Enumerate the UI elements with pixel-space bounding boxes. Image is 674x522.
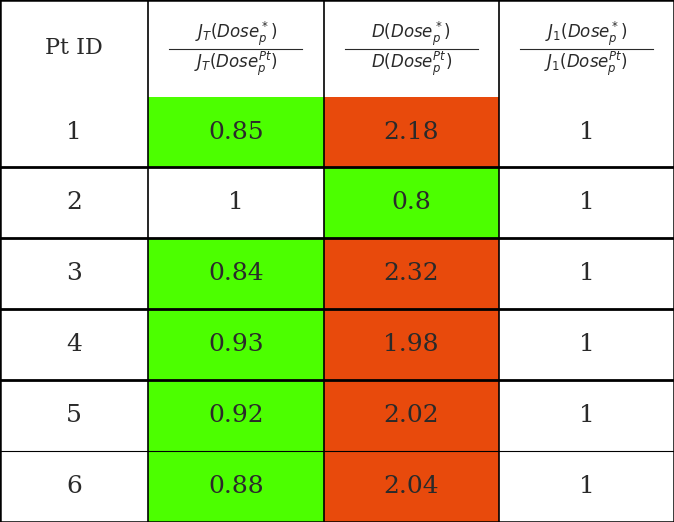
Bar <box>324 451 499 522</box>
Text: $J_T(Dose_p^{Pt})$: $J_T(Dose_p^{Pt})$ <box>194 50 278 78</box>
Bar <box>499 97 674 168</box>
Text: 2.02: 2.02 <box>384 404 439 427</box>
Text: 1: 1 <box>578 475 594 498</box>
Bar <box>0 310 148 380</box>
Text: 2.04: 2.04 <box>384 475 439 498</box>
Text: 1: 1 <box>228 192 244 215</box>
Text: 1: 1 <box>578 404 594 427</box>
Bar <box>499 380 674 451</box>
Text: 2: 2 <box>66 192 82 215</box>
Text: 1: 1 <box>578 192 594 215</box>
Bar <box>0 451 148 522</box>
Text: 1: 1 <box>578 333 594 356</box>
Text: $D(Dose_p^{Pt})$: $D(Dose_p^{Pt})$ <box>371 50 452 78</box>
Text: Pt ID: Pt ID <box>45 37 103 60</box>
Text: $J_1(Dose_p^*)$: $J_1(Dose_p^*)$ <box>545 20 627 49</box>
Bar <box>148 380 324 451</box>
Text: 4: 4 <box>66 333 82 356</box>
Text: $J_1(Dose_p^{Pt})$: $J_1(Dose_p^{Pt})$ <box>545 50 628 78</box>
Bar <box>148 239 324 310</box>
Bar <box>499 310 674 380</box>
Text: 2.32: 2.32 <box>384 263 439 286</box>
Bar <box>148 451 324 522</box>
Text: 0.92: 0.92 <box>208 404 264 427</box>
Bar <box>0 380 148 451</box>
Bar <box>0 97 148 168</box>
Bar <box>324 310 499 380</box>
Text: 0.85: 0.85 <box>208 121 264 144</box>
Text: 0.84: 0.84 <box>208 263 264 286</box>
Text: 0.8: 0.8 <box>392 192 431 215</box>
Text: 2.18: 2.18 <box>384 121 439 144</box>
Text: 6: 6 <box>66 475 82 498</box>
Text: $J_T(Dose_p^*)$: $J_T(Dose_p^*)$ <box>195 20 277 49</box>
Text: 1: 1 <box>578 121 594 144</box>
Bar <box>499 239 674 310</box>
Text: 5: 5 <box>66 404 82 427</box>
Bar <box>324 239 499 310</box>
Bar <box>499 168 674 239</box>
Bar <box>148 97 324 168</box>
Text: $D(Dose_p^*)$: $D(Dose_p^*)$ <box>371 20 451 49</box>
Bar <box>0 168 148 239</box>
Bar <box>148 310 324 380</box>
Text: 1: 1 <box>578 263 594 286</box>
Text: 1: 1 <box>66 121 82 144</box>
Bar <box>324 97 499 168</box>
Bar <box>499 451 674 522</box>
Bar <box>324 380 499 451</box>
Text: 0.88: 0.88 <box>208 475 264 498</box>
Text: 1.98: 1.98 <box>384 333 439 356</box>
Text: 0.93: 0.93 <box>208 333 264 356</box>
Bar <box>148 168 324 239</box>
Bar <box>324 168 499 239</box>
Bar <box>0 239 148 310</box>
Text: 3: 3 <box>66 263 82 286</box>
